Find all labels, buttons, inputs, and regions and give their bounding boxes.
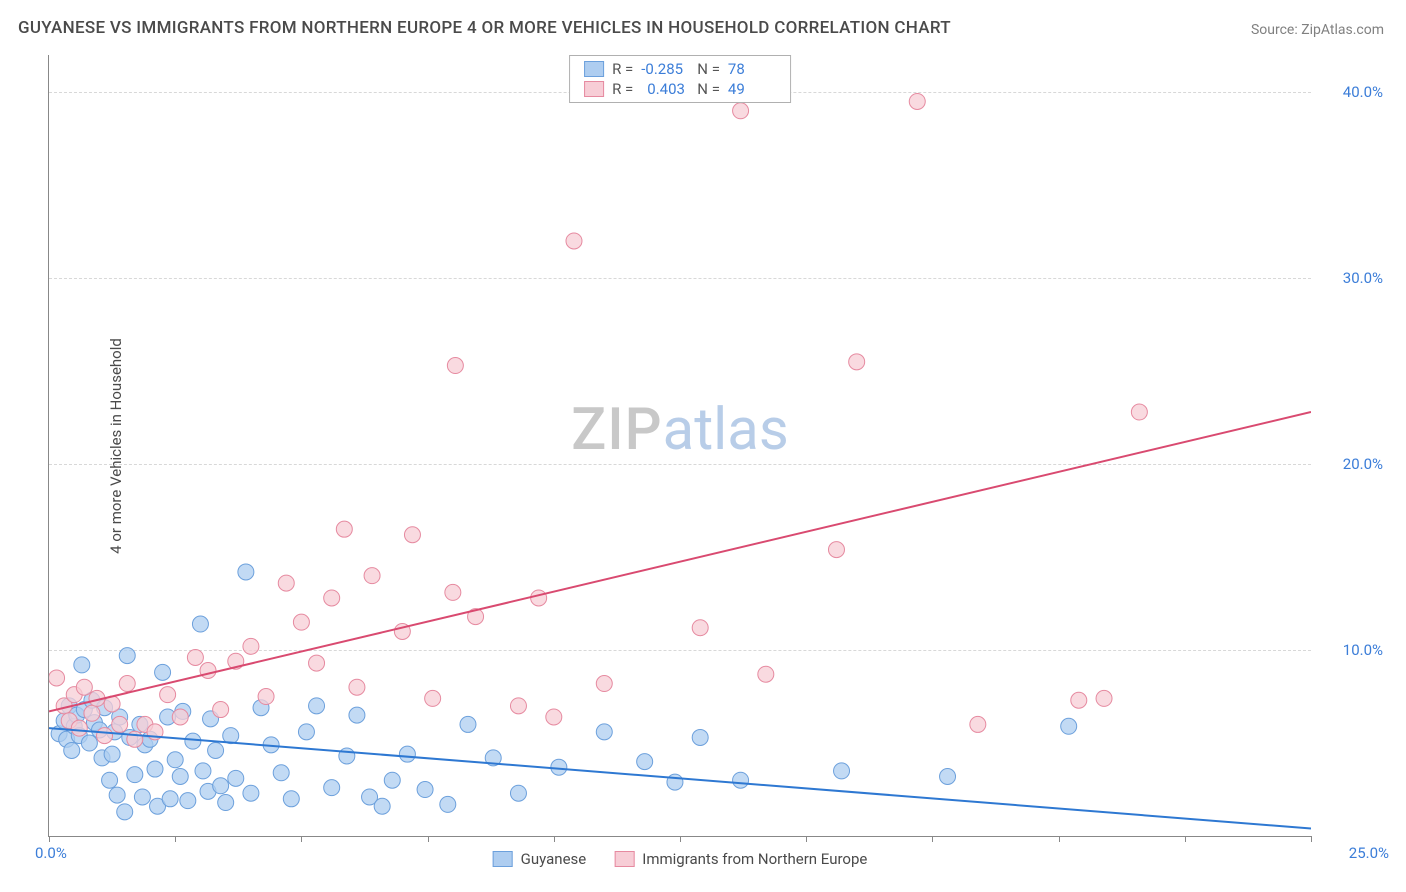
x-axis-max-label: 25.0% [1349, 844, 1389, 862]
legend-item-neurope: Immigrants from Northern Europe [614, 850, 867, 868]
r-value-1: -0.285 [641, 60, 689, 78]
y-tick-label: 10.0% [1343, 641, 1383, 659]
source-label: Source: ZipAtlas.com [1251, 22, 1384, 38]
legend-stats: R = -0.285 N = 78 R = 0.403 N = 49 [569, 55, 791, 103]
legend-swatch-blue [584, 61, 604, 77]
legend-swatch-neurope [614, 851, 634, 867]
legend-swatch-pink [584, 81, 604, 97]
y-tick-label: 20.0% [1343, 455, 1383, 473]
y-tick-label: 40.0% [1343, 83, 1383, 101]
legend-item-guyanese: Guyanese [493, 850, 587, 868]
legend-label-guyanese: Guyanese [521, 850, 587, 868]
plot-area: ZIPatlas 10.0%20.0%30.0%40.0% 0.0% 25.0%… [48, 55, 1311, 837]
scatter-svg [49, 55, 1311, 836]
y-tick-label: 30.0% [1343, 269, 1383, 287]
n-value-2: 49 [728, 80, 776, 98]
legend-label-neurope: Immigrants from Northern Europe [642, 850, 867, 868]
chart-container: GUYANESE VS IMMIGRANTS FROM NORTHERN EUR… [0, 0, 1406, 892]
legend-swatch-guyanese [493, 851, 513, 867]
legend-stats-row-1: R = -0.285 N = 78 [584, 60, 776, 78]
legend-stats-row-2: R = 0.403 N = 49 [584, 80, 776, 98]
legend-series: Guyanese Immigrants from Northern Europe [493, 850, 868, 868]
r-value-2: 0.403 [641, 80, 689, 98]
chart-title: GUYANESE VS IMMIGRANTS FROM NORTHERN EUR… [18, 18, 951, 38]
n-value-1: 78 [728, 60, 776, 78]
x-axis-min-label: 0.0% [35, 844, 67, 862]
